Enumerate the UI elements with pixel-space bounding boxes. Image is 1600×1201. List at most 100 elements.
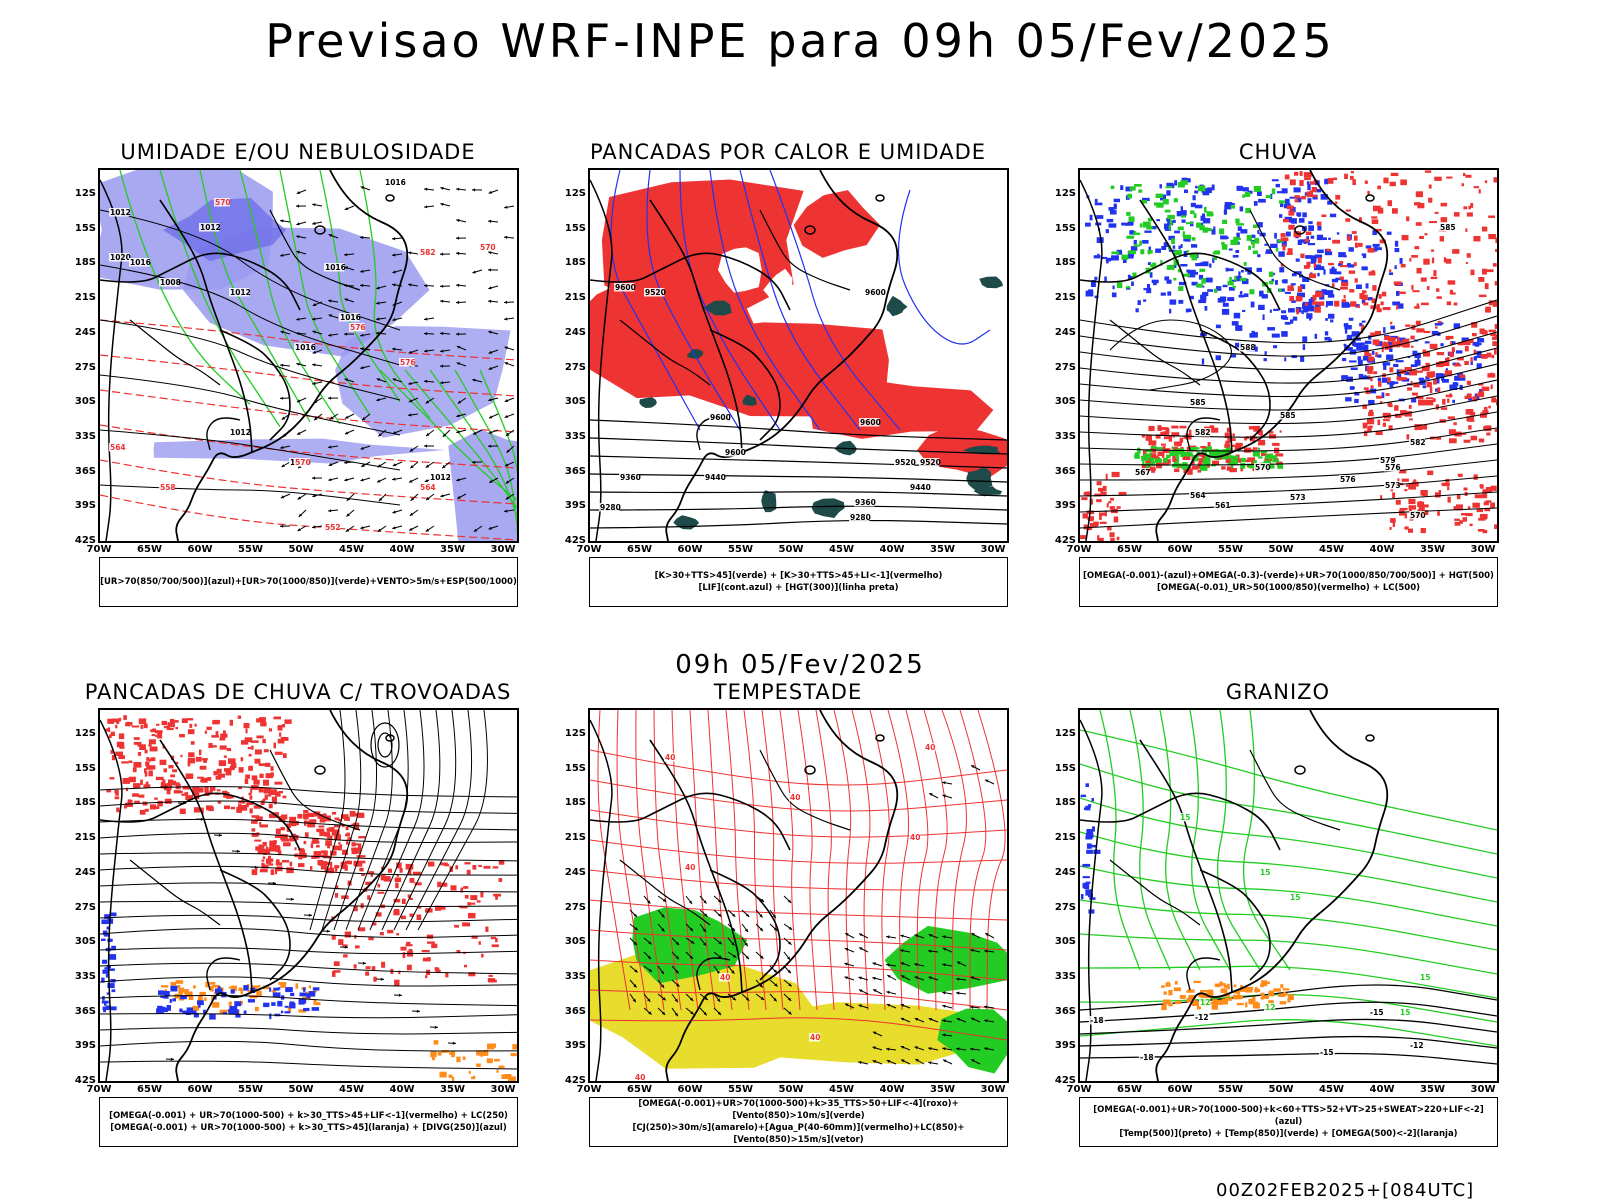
streamline-arrow [196,818,204,821]
latitude-tick-label: 33S [1048,971,1076,982]
wind-vector [392,237,402,240]
latitude-tick-label: 33S [68,971,96,982]
wind-vector [312,222,322,225]
latitude-tick-label: 39S [1048,500,1076,511]
contour-label: 40 [635,1073,645,1081]
streamline-lc250 [100,1014,517,1018]
wind-vector [408,251,418,254]
longitude-tick-label: 70W [577,1084,602,1095]
contour-label: 9280 [600,503,621,512]
legend-line: [LIF](cont.azul) + [HGT(300)](linha pret… [590,582,1007,594]
longitude-tick-label: 35W [440,544,465,555]
legend-line: [OMEGA(-0.01)_UR>50(1000/850)(vermelho) … [1080,582,1497,594]
longitude-tick-label: 50W [779,1084,804,1095]
wind-vector [296,205,306,208]
latitude-tick-label: 36S [68,1006,96,1017]
latitude-tick-label: 27S [1048,902,1076,913]
contour-label: 1008 [160,278,181,287]
longitude-tick-label: 45W [339,1084,364,1095]
longitude-tick-label: 50W [1269,544,1294,555]
wind-vector [392,510,402,514]
wind-vector [504,206,514,209]
wind-vector [756,924,763,931]
wind-vector [312,477,322,480]
contour-label: -15 [1370,1008,1384,1017]
wind-vector [472,270,482,274]
humidity-se-area [448,429,517,541]
wind-vector [280,397,290,400]
contour-label: 9440 [705,473,726,482]
contour-label: 1016 [295,343,316,352]
contour-label: 564 [1190,491,1206,500]
wind-vector [686,896,692,904]
streamline-arrow [232,850,240,853]
latitude-tick-label: 18S [1048,797,1076,808]
wind-vector [472,188,482,191]
latitude-tick-label: 21S [68,832,96,843]
temp850-contour [1244,710,1290,970]
latitude-tick-label: 12S [558,728,586,739]
wind-vector [410,510,418,516]
latitude-tick-label: 24S [68,867,96,878]
longitude-tick-label: 50W [779,544,804,555]
wind-vector [859,948,868,953]
longitude-tick-label: 30W [491,544,516,555]
wind-vector [440,285,450,288]
wind-vector [440,203,450,206]
latitude-tick-label: 15S [68,223,96,234]
wind-vector [312,363,322,366]
latitude-tick-label: 18S [1048,257,1076,268]
wind-vector [297,190,306,194]
panel-legend: [OMEGA(-0.001)-(azul)+OMEGA(-0.3)-(verde… [1079,557,1498,607]
latitude-tick-label: 24S [558,327,586,338]
wind-vector [845,948,854,952]
longitude-tick-label: 30W [1471,1084,1496,1095]
wind-vector [784,952,790,960]
wind-vector [844,963,854,966]
longitude-tick-label: 30W [1471,544,1496,555]
longitude-tick-label: 65W [627,544,652,555]
precipitable-water-contour [798,710,817,1010]
brazil-coast-line [740,710,897,993]
wind-vector [440,253,450,256]
latitude-tick-label: 15S [68,763,96,774]
hgt500-closed-contour [1110,320,1231,390]
hgt300-contour [590,474,1007,482]
longitude-tick-label: 35W [1420,1084,1445,1095]
kindex-area [812,498,845,518]
thunderstorm-red-area [106,715,292,815]
panel-legend: [K>30+TTS>45](verde) + [K>30+TTS>45+LI<-… [589,557,1008,607]
wind-vector [489,414,498,418]
map-layers: 9600952096009600960096009520944093609280… [590,170,1007,541]
contour-label: 582 [1410,438,1426,447]
latitude-tick-label: 39S [558,1040,586,1051]
longitude-tick-label: 30W [981,544,1006,555]
wind-vector [409,478,418,483]
latitude-tick-label: 33S [68,431,96,442]
temp850-contour [1080,966,1497,998]
brazil-coast-line [1230,170,1387,453]
latitude-tick-label: 21S [68,292,96,303]
streamline-arrow [448,1042,456,1045]
wind-vector [505,414,514,418]
longitude-tick-label: 40W [880,544,905,555]
streamline-lc250 [100,853,517,861]
contour-label: 585 [1280,411,1296,420]
latitude-tick-label: 27S [558,902,586,913]
contour-label: 1012 [230,428,251,437]
latitude-tick-label: 36S [558,1006,586,1017]
wind-vector [409,526,418,531]
longitude-tick-label: 70W [577,544,602,555]
latitude-tick-label: 36S [1048,1006,1076,1017]
argentina-coast-line [666,453,740,541]
wind-vector [742,924,748,932]
kindex-area [761,490,776,512]
legend-line: [OMEGA(-0.001)+UR>70(1000-500)+k<60+TTS>… [1080,1104,1497,1128]
contour-label: 585 [1440,223,1456,232]
longitude-tick-label: 50W [1269,1084,1294,1095]
wind-vector [440,187,450,190]
